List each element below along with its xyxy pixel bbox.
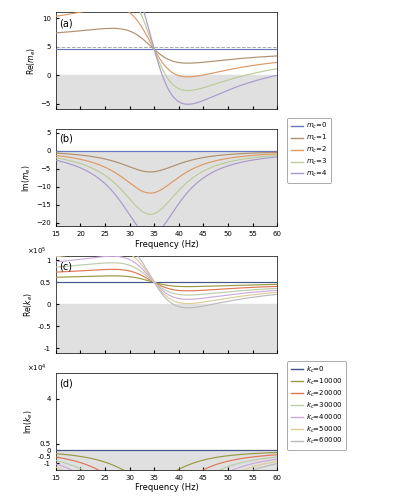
Y-axis label: Im($k_e$): Im($k_e$) — [22, 409, 35, 433]
Legend: $m_c$=0, $m_c$=1, $m_c$=2, $m_c$=3, $m_c$=4: $m_c$=0, $m_c$=1, $m_c$=2, $m_c$=3, $m_c… — [287, 118, 331, 182]
Text: (a): (a) — [59, 18, 73, 28]
Text: (c): (c) — [59, 262, 72, 272]
X-axis label: Frequency (Hz): Frequency (Hz) — [135, 483, 198, 493]
Text: (d): (d) — [59, 379, 73, 389]
Legend: $k_c$=0, $k_c$=10000, $k_c$=20000, $k_c$=30000, $k_c$=40000, $k_c$=50000, $k_c$=: $k_c$=0, $k_c$=10000, $k_c$=20000, $k_c$… — [287, 361, 346, 450]
Text: $\times 10^5$: $\times 10^5$ — [27, 246, 47, 257]
Y-axis label: Re($m_e$): Re($m_e$) — [26, 47, 38, 75]
Y-axis label: Re($k_e$): Re($k_e$) — [22, 292, 35, 317]
Y-axis label: Im($m_e$): Im($m_e$) — [21, 164, 34, 191]
Text: (b): (b) — [59, 133, 73, 143]
X-axis label: Frequency (Hz): Frequency (Hz) — [135, 240, 198, 249]
Text: $\times 10^4$: $\times 10^4$ — [27, 363, 47, 374]
